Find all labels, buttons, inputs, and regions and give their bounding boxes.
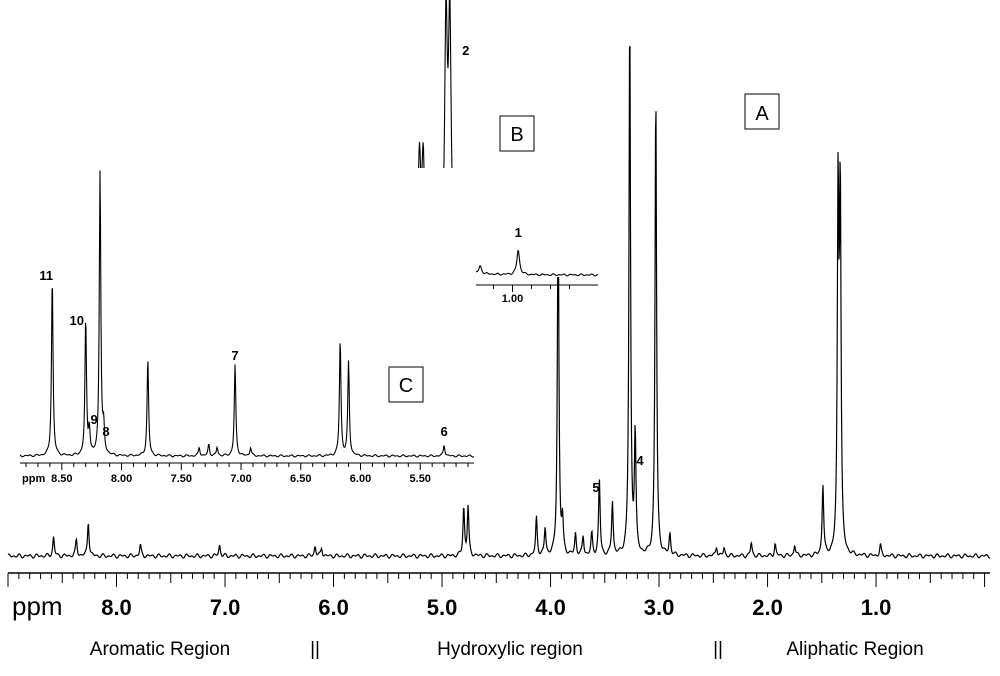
inset-c-tick-label: 6.00: [350, 473, 371, 485]
region-labels: Aromatic Region || Hydroxylic region || Alip…: [90, 639, 924, 660]
panel-a-label: A: [755, 103, 769, 125]
panel-b-box: [499, 115, 535, 152]
inset-c: ppm 8.50 8.00 7.50 7.00 6.50 6.00 5.50 11 10 98 7…: [18, 168, 476, 485]
inset-b-tick-label: 1.00: [502, 293, 523, 305]
inset-c-tick-label: 8.50: [51, 473, 72, 485]
inset-c-tick-label: 7.00: [230, 473, 251, 485]
inset-b-peak-label: 2: [462, 43, 469, 58]
main-peak-label-5: 5: [592, 480, 599, 495]
inset-b-peak-label: 1: [515, 225, 522, 240]
main-tick-label: 6.0: [318, 595, 349, 620]
main-tick-label: 4.0: [535, 595, 566, 620]
region-label: Aliphatic Region: [786, 639, 923, 660]
region-label: Hydroxylic region: [437, 639, 583, 660]
inset-c-peak-label: 11: [39, 268, 53, 283]
inset-c-tick-label: 5.50: [410, 473, 431, 485]
main-tick-label: 1.0: [861, 595, 892, 620]
panel-b-label: B: [510, 124, 523, 146]
inset-c-tick-labels: 8.50 8.00 7.50 7.00 6.50 6.00 5.50: [51, 473, 431, 485]
inset-c-peak-labels: 11 10 98 7 6: [39, 268, 447, 439]
panel-c-box: [388, 366, 424, 403]
main-tick-label: 7.0: [210, 595, 241, 620]
main-peak-label-4: 4: [636, 453, 644, 468]
panel-c-label: C: [399, 375, 413, 397]
region-label: Aromatic Region: [90, 639, 230, 660]
panel-a-box: [744, 93, 780, 130]
inset-c-tick-label: 6.50: [290, 473, 311, 485]
inset-c-peak-label: 7: [231, 348, 238, 363]
main-tick-label: 3.0: [644, 595, 675, 620]
main-tick-labels: 8.0 7.0 6.0 5.0 4.0 3.0 2.0 1.0: [101, 595, 891, 620]
inset-c-tick-label: 8.00: [111, 473, 132, 485]
inset-c-axis-label: ppm: [22, 473, 45, 485]
inset-c-peak-label: 8: [102, 424, 109, 439]
inset-c-trace: [19, 170, 475, 458]
inset-c-ticks: [25, 463, 469, 470]
region-label: ||: [310, 639, 320, 660]
main-spectrum-trace: [7, 45, 991, 559]
inset-c-tick-label: 7.50: [171, 473, 192, 485]
inset-c-peak-label: 10: [69, 313, 83, 328]
region-label: ||: [713, 639, 723, 660]
inset-c-peak-label: 9: [90, 412, 97, 427]
inset-c-peak-label: 6: [441, 424, 448, 439]
main-x-axis-ticks: [7, 573, 986, 587]
main-tick-label: 5.0: [427, 595, 458, 620]
main-tick-label: 8.0: [101, 595, 132, 620]
main-spectrum: ppm 8.0 7.0 6.0 5.0 4.0 3.0 2.0 1.0 Aromatic Re…: [7, 45, 991, 660]
main-x-axis-label: ppm: [12, 591, 63, 621]
main-tick-label: 2.0: [752, 595, 783, 620]
